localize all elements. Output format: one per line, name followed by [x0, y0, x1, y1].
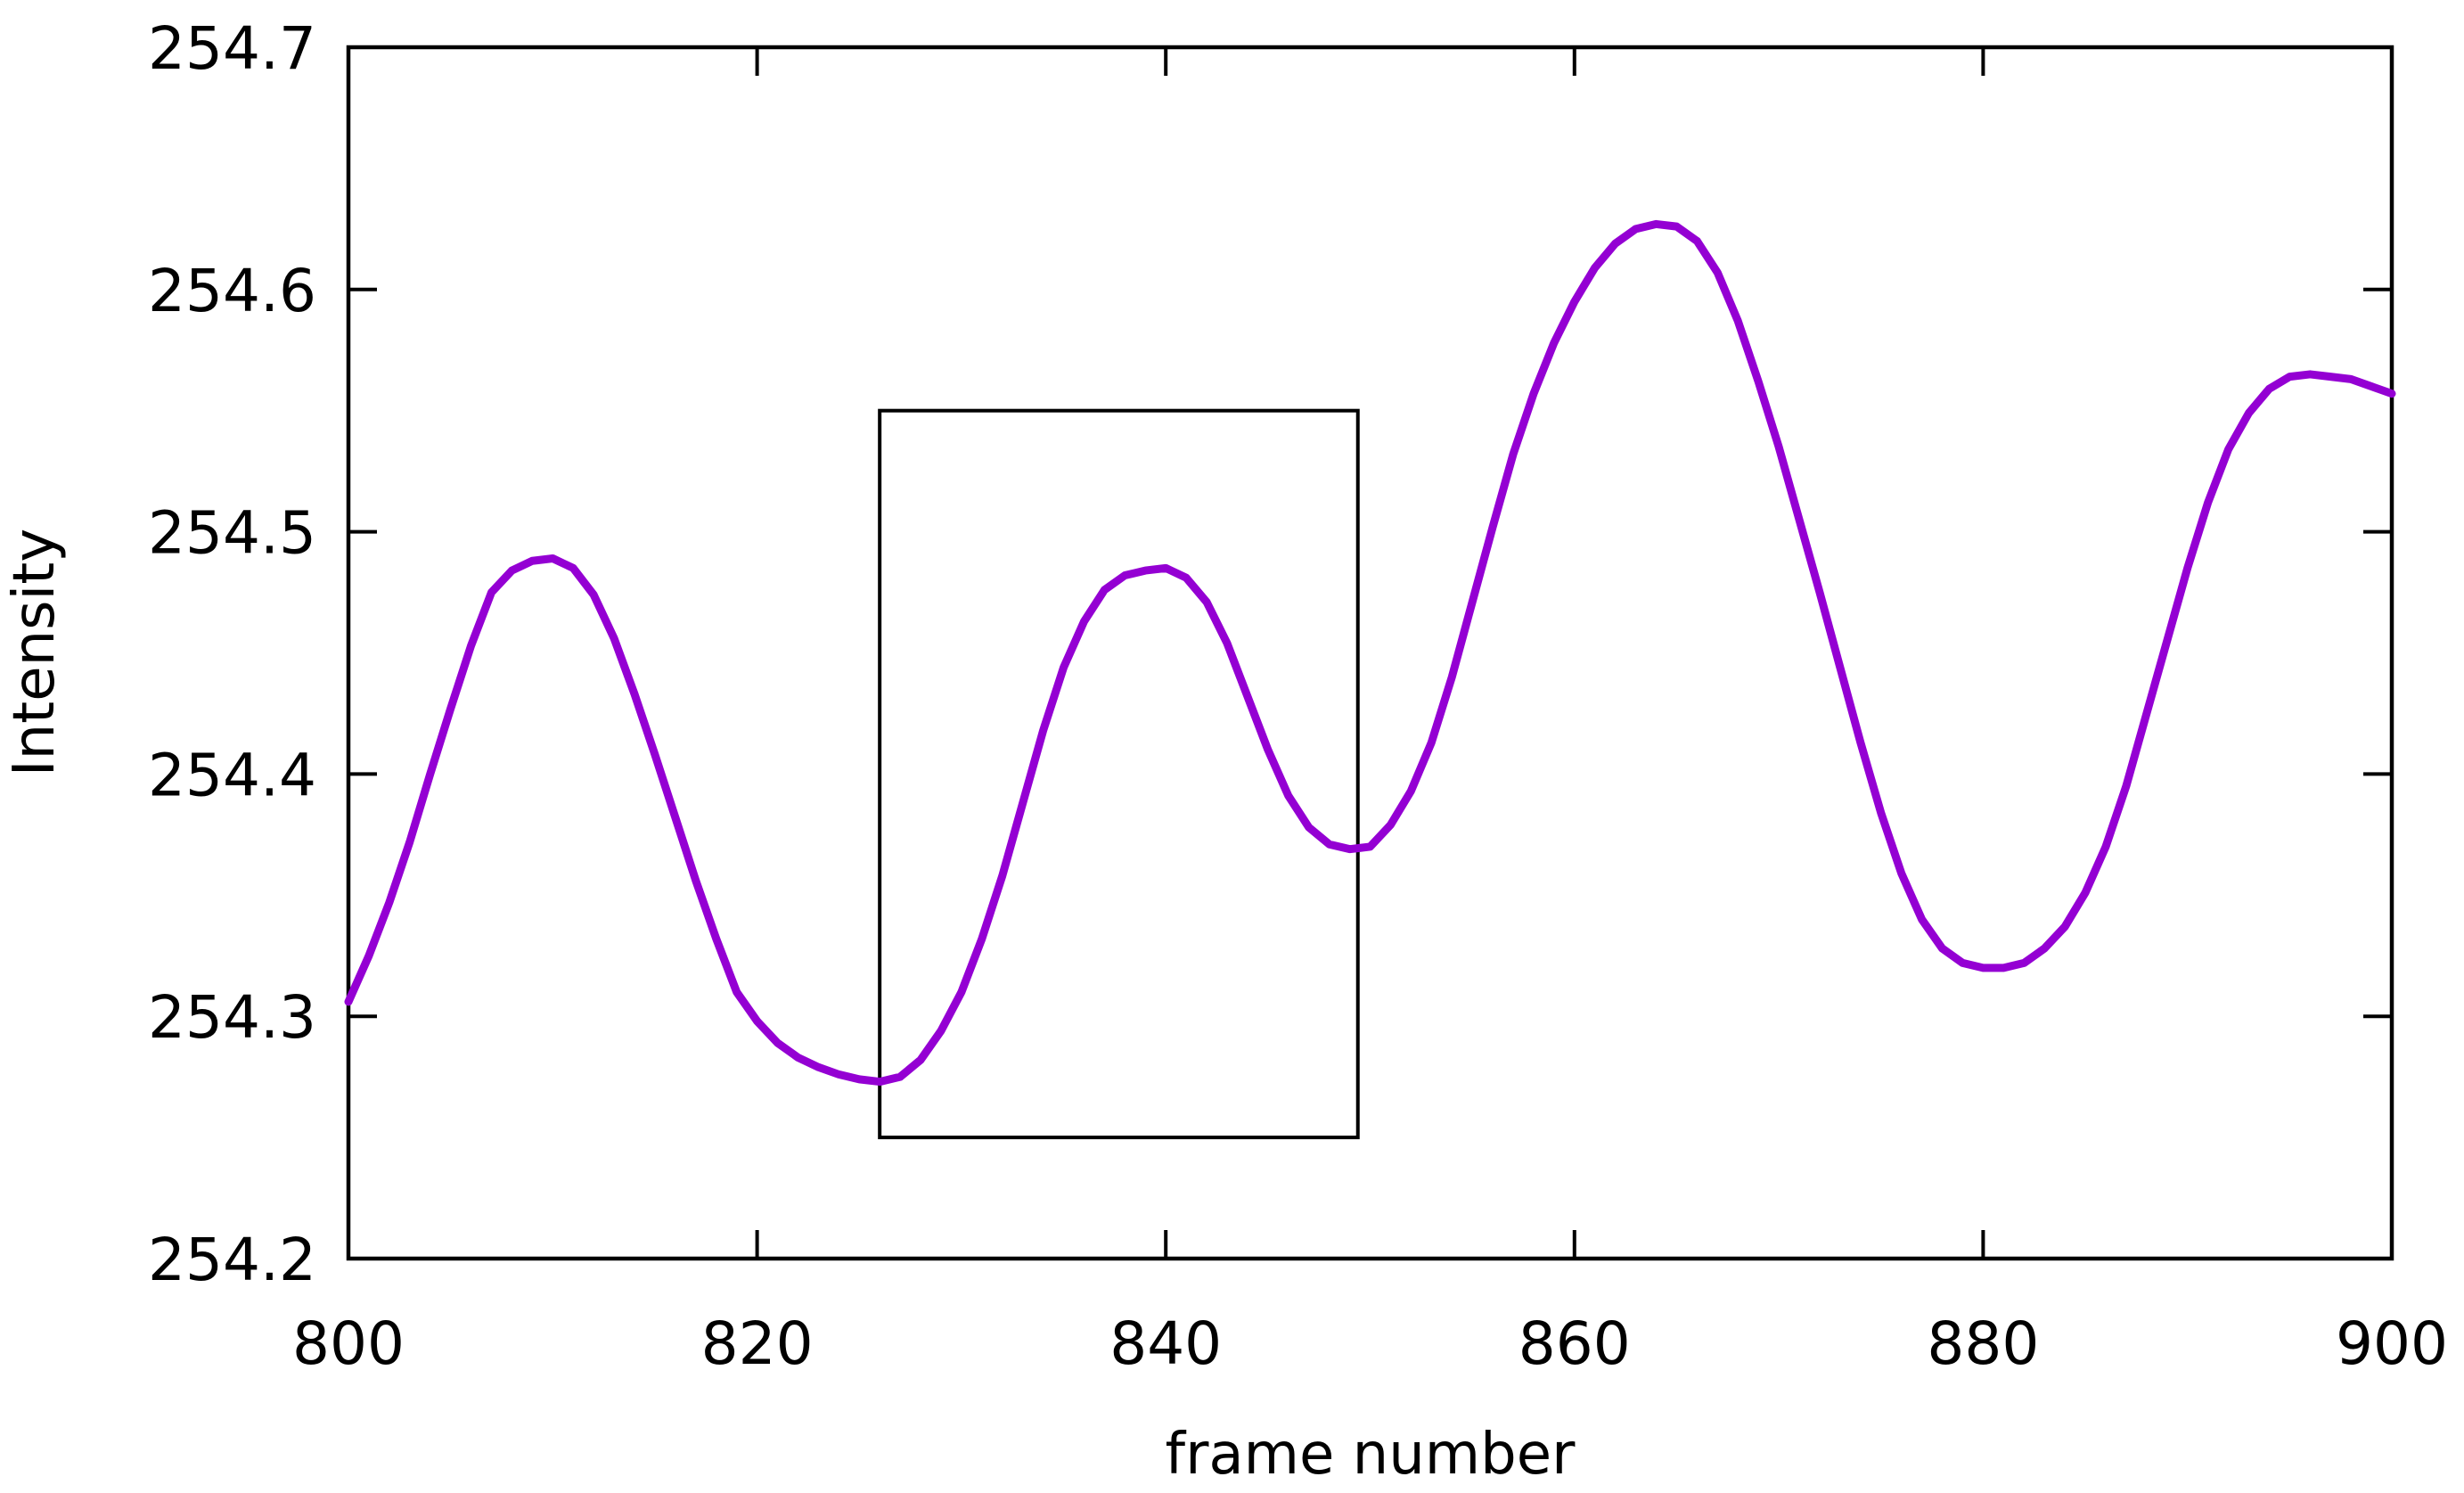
- y-tick-label: 254.7: [148, 14, 316, 83]
- y-axis-title: Intensity: [2, 529, 68, 777]
- x-tick-label: 880: [1927, 1309, 2039, 1378]
- x-tick-label: 860: [1519, 1309, 1631, 1378]
- intensity-line: [344, 219, 2396, 1087]
- x-tick-labels: 800 820 840 860 880 900: [292, 1309, 2448, 1378]
- x-tick-label: 820: [701, 1309, 814, 1378]
- highlight-box: [878, 408, 1360, 1140]
- x-tick-label: 800: [292, 1309, 405, 1378]
- plot-frame: [346, 45, 2394, 1261]
- annotation-layer: [878, 408, 1360, 1140]
- series-layer: [344, 219, 2396, 1087]
- y-tick-label: 254.5: [148, 499, 316, 568]
- y-tick-label: 254.2: [148, 1226, 316, 1294]
- x-tick-label: 900: [2336, 1309, 2448, 1378]
- ticks-layer: [347, 45, 2394, 1260]
- y-tick-labels: 254.2 254.3 254.4 254.5 254.6 254.7: [148, 14, 316, 1294]
- plot-frame-group: [346, 45, 2394, 1261]
- y-tick-label: 254.4: [148, 741, 316, 809]
- y-tick-label: 254.6: [148, 257, 316, 325]
- y-tick-label: 254.3: [148, 983, 316, 1052]
- x-axis-title: frame number: [1166, 1422, 1576, 1488]
- x-tick-label: 840: [1109, 1309, 1222, 1378]
